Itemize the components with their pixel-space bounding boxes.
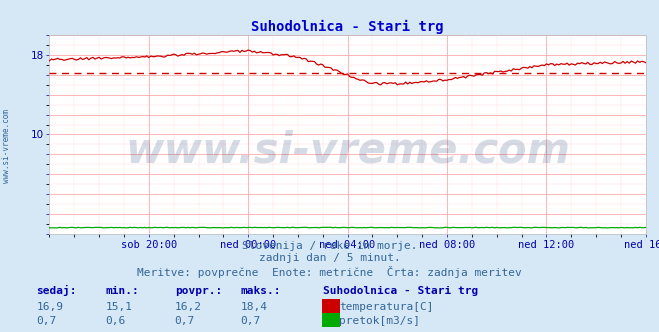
Text: www.si-vreme.com: www.si-vreme.com xyxy=(2,109,11,183)
Text: povpr.:: povpr.: xyxy=(175,286,222,296)
Text: Slovenija / reke in morje.: Slovenija / reke in morje. xyxy=(242,241,417,251)
Text: min.:: min.: xyxy=(105,286,139,296)
Text: sedaj:: sedaj: xyxy=(36,285,76,296)
Text: 18,4: 18,4 xyxy=(241,302,268,312)
Text: temperatura[C]: temperatura[C] xyxy=(339,302,434,312)
Text: 0,7: 0,7 xyxy=(241,316,261,326)
Text: www.si-vreme.com: www.si-vreme.com xyxy=(125,129,570,171)
Text: pretok[m3/s]: pretok[m3/s] xyxy=(339,316,420,326)
Text: 0,6: 0,6 xyxy=(105,316,126,326)
Text: zadnji dan / 5 minut.: zadnji dan / 5 minut. xyxy=(258,253,401,263)
Text: Suhodolnica - Stari trg: Suhodolnica - Stari trg xyxy=(323,286,478,296)
Title: Suhodolnica - Stari trg: Suhodolnica - Stari trg xyxy=(251,20,444,34)
Text: 0,7: 0,7 xyxy=(36,316,57,326)
Text: maks.:: maks.: xyxy=(241,286,281,296)
Text: 0,7: 0,7 xyxy=(175,316,195,326)
Text: 16,9: 16,9 xyxy=(36,302,63,312)
Text: 16,2: 16,2 xyxy=(175,302,202,312)
Text: 15,1: 15,1 xyxy=(105,302,132,312)
Text: Meritve: povprečne  Enote: metrične  Črta: zadnja meritev: Meritve: povprečne Enote: metrične Črta:… xyxy=(137,266,522,278)
